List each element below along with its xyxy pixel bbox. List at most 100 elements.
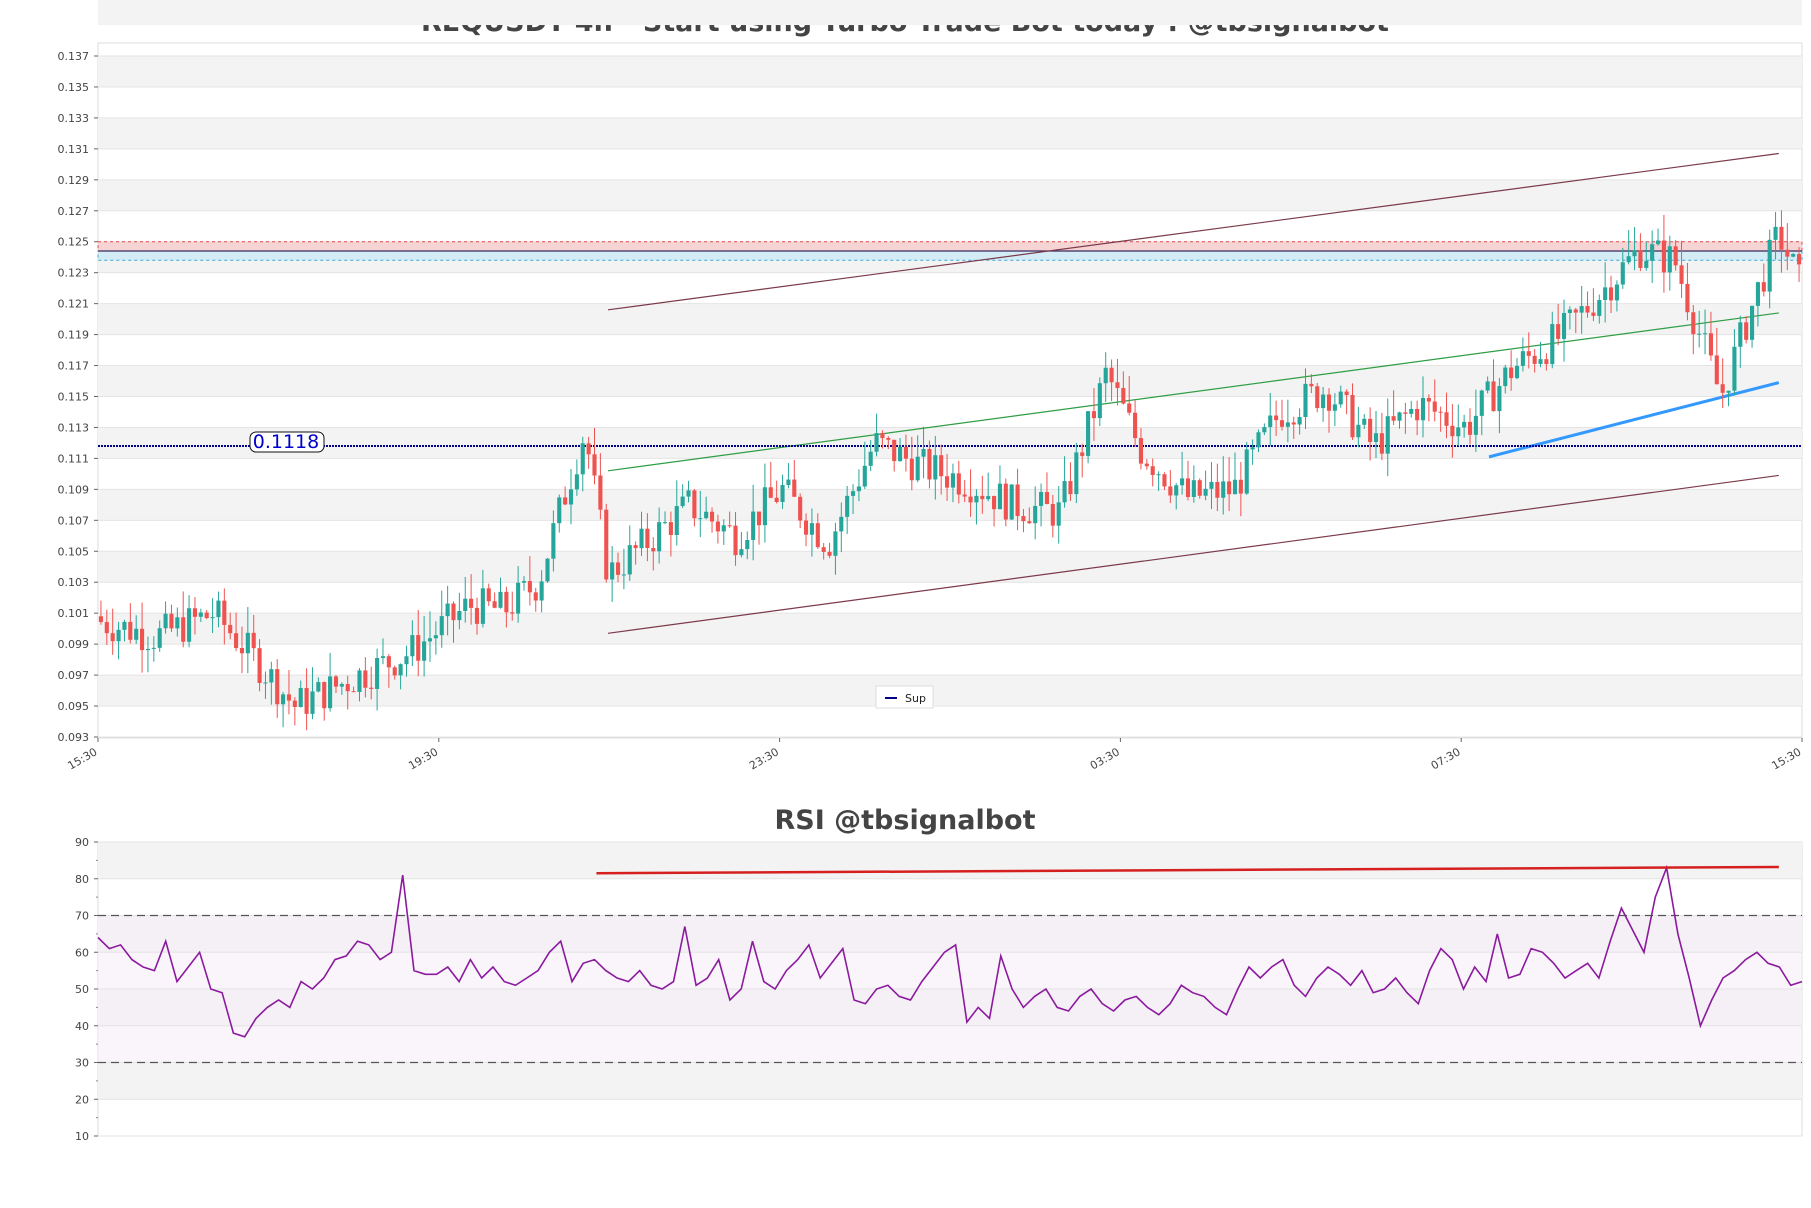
price-y-tick-label: 0.093 xyxy=(58,731,90,744)
candle-body xyxy=(1785,249,1790,257)
candle-body xyxy=(1409,408,1414,414)
candle-body xyxy=(557,497,562,524)
candle-body xyxy=(140,628,145,651)
candle-body xyxy=(380,656,386,659)
candle-body xyxy=(1456,427,1461,437)
price-y-tick-label: 0.113 xyxy=(58,421,90,434)
candle-body xyxy=(909,458,914,481)
candle-body xyxy=(257,648,262,684)
price-y-tick-label: 0.125 xyxy=(58,236,90,249)
candle-body xyxy=(1044,492,1050,504)
candle-body xyxy=(357,670,362,692)
candle-body xyxy=(1702,333,1708,335)
candle-body xyxy=(1021,516,1026,522)
candle-body xyxy=(1109,367,1114,383)
candle-body xyxy=(1573,309,1578,313)
candle-body xyxy=(1726,390,1731,393)
candle-body xyxy=(1397,412,1402,421)
candle-body xyxy=(1532,355,1537,364)
candle-body xyxy=(686,490,691,497)
candle-body xyxy=(1315,386,1320,409)
candle-body xyxy=(1344,391,1349,396)
candle-body xyxy=(604,509,609,580)
candle-body xyxy=(1791,254,1796,257)
candle-body xyxy=(234,633,239,649)
candle-body xyxy=(956,473,961,495)
candle-body xyxy=(633,545,638,549)
rsi-y-tick-label: 80 xyxy=(75,873,89,886)
candle-body xyxy=(316,682,321,692)
candle-body xyxy=(592,454,597,476)
candle-body xyxy=(974,495,979,503)
candle-body xyxy=(615,562,621,575)
candle-body xyxy=(874,433,879,452)
candle-body xyxy=(709,511,715,522)
candle-body xyxy=(1420,397,1426,421)
candle-body xyxy=(1585,306,1590,313)
candle-body xyxy=(163,613,168,629)
candle-body xyxy=(627,545,632,575)
candle-body xyxy=(715,521,720,532)
candle-body xyxy=(1497,386,1502,412)
candle-body xyxy=(322,682,327,709)
candle-body xyxy=(1338,391,1343,405)
rsi-y-tick-label: 90 xyxy=(75,836,89,849)
candle-body xyxy=(310,691,315,714)
candle-body xyxy=(1714,355,1719,385)
candle-body xyxy=(751,511,756,540)
candle-body xyxy=(815,523,820,548)
price-band xyxy=(98,427,1802,459)
candle-body xyxy=(181,617,186,642)
price-y-tick-label: 0.135 xyxy=(58,81,90,94)
candle-body xyxy=(1450,425,1455,437)
candle-body xyxy=(1503,367,1508,387)
candle-body xyxy=(1738,322,1743,347)
candle-body xyxy=(1074,452,1079,495)
candle-body xyxy=(662,522,668,524)
candle-body xyxy=(539,581,544,601)
candle-body xyxy=(1039,492,1044,506)
candle-body xyxy=(1679,265,1684,284)
candle-body xyxy=(239,648,245,654)
candle-body xyxy=(621,574,626,576)
candle-body xyxy=(1015,484,1020,517)
candle-body xyxy=(1227,481,1232,495)
candle-body xyxy=(921,448,926,457)
rsi-band xyxy=(98,1062,1802,1100)
candle-body xyxy=(392,667,397,676)
candle-body xyxy=(850,491,856,496)
candle-body xyxy=(1685,283,1690,313)
price-y-tick-label: 0.131 xyxy=(58,143,90,156)
candle-body xyxy=(1262,427,1267,433)
candle-body xyxy=(157,628,162,648)
candle-body xyxy=(1773,226,1778,240)
candle-body xyxy=(122,621,127,630)
candle-body xyxy=(1068,481,1073,495)
price-band xyxy=(98,56,1802,87)
candle-body xyxy=(1732,346,1737,391)
price-y-tick-label: 0.123 xyxy=(58,267,90,280)
candle-body xyxy=(410,635,415,657)
candle-body xyxy=(862,465,867,487)
candle-body xyxy=(1491,381,1496,412)
candle-body xyxy=(892,439,897,462)
candle-body xyxy=(1379,433,1384,454)
candle-body xyxy=(897,446,903,462)
candle-body xyxy=(1368,418,1373,442)
candle-body xyxy=(1285,422,1290,427)
candle-body xyxy=(1479,390,1484,416)
candle-body xyxy=(187,608,192,642)
candle-body xyxy=(962,494,967,497)
channel-upper-line xyxy=(607,152,1779,311)
candle-body xyxy=(292,700,297,707)
candle-body xyxy=(375,658,380,689)
candle-body xyxy=(469,598,474,608)
candle-body xyxy=(927,448,932,480)
candle-body xyxy=(1086,411,1091,456)
candle-body xyxy=(1526,351,1531,356)
candle-body xyxy=(1767,239,1772,292)
candle-body xyxy=(1232,479,1238,495)
candle-body xyxy=(1415,408,1420,421)
candle-body xyxy=(733,525,738,556)
candle-body xyxy=(222,600,227,625)
